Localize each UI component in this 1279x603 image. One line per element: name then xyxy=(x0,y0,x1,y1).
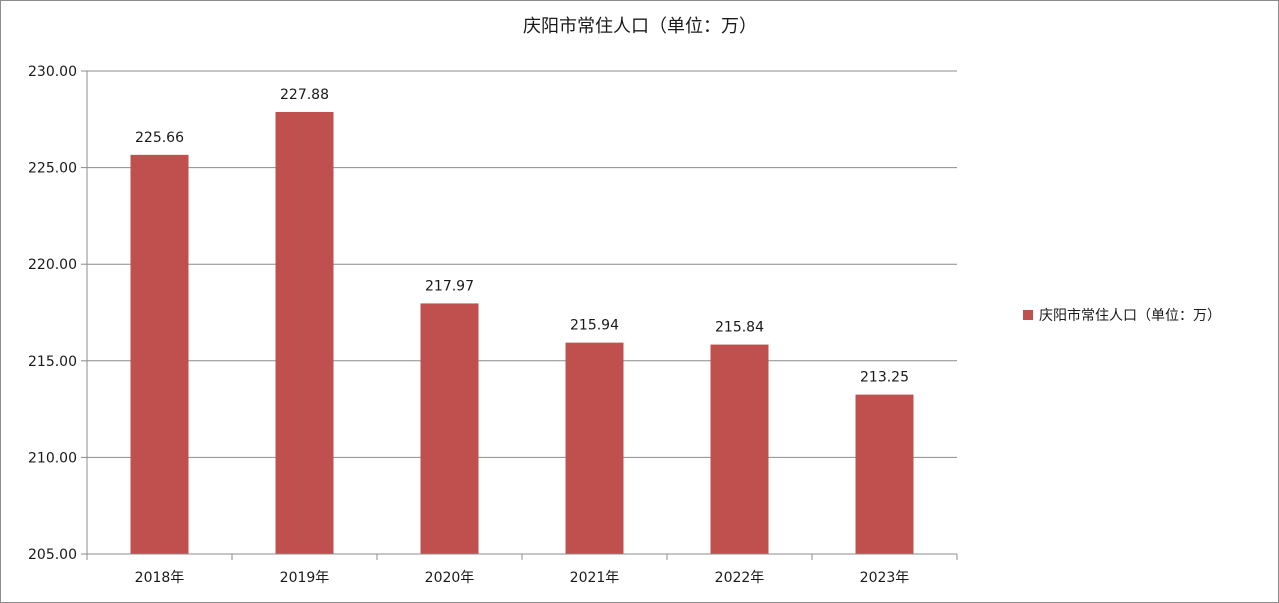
bar-value-label: 225.66 xyxy=(135,130,184,146)
x-tick-label: 2022年 xyxy=(715,570,765,586)
bar xyxy=(855,394,914,554)
x-tick-label: 2018年 xyxy=(135,570,185,586)
bar-value-label: 217.97 xyxy=(425,278,474,294)
bar xyxy=(130,154,189,554)
y-tick-label: 225.00 xyxy=(28,161,77,177)
x-tick-label: 2021年 xyxy=(570,570,620,586)
legend-swatch xyxy=(1023,310,1033,320)
axes: 205.00 210.00 215.00 220.00 225.00 230.00 2018… xyxy=(28,64,958,586)
y-tick-label: 205.00 xyxy=(28,547,77,563)
x-tick-label: 2020年 xyxy=(425,570,475,586)
gridlines xyxy=(87,70,957,458)
bar xyxy=(420,303,479,554)
x-tick-label: 2023年 xyxy=(860,570,910,586)
legend: 庆阳市常住人口（单位：万） xyxy=(1023,307,1221,324)
bar-value-label: 215.84 xyxy=(715,320,764,336)
bar-value-label: 215.94 xyxy=(570,318,619,334)
bar-value-label: 227.88 xyxy=(280,87,329,103)
y-tick-label: 215.00 xyxy=(28,354,77,370)
bar xyxy=(710,344,769,554)
y-tick-label: 210.00 xyxy=(28,450,77,466)
chart-title: 庆阳市常住人口（单位：万） xyxy=(523,16,757,37)
bar xyxy=(275,111,334,554)
y-tick-label: 230.00 xyxy=(28,64,77,80)
x-tick-label: 2019年 xyxy=(280,570,330,586)
bars: 225.66 227.88 217.97 215.94 215.84 213.25 xyxy=(130,87,914,554)
bar-value-label: 213.25 xyxy=(860,370,909,386)
legend-label: 庆阳市常住人口（单位：万） xyxy=(1039,307,1221,324)
bar xyxy=(565,342,624,554)
y-tick-label: 220.00 xyxy=(28,257,77,273)
